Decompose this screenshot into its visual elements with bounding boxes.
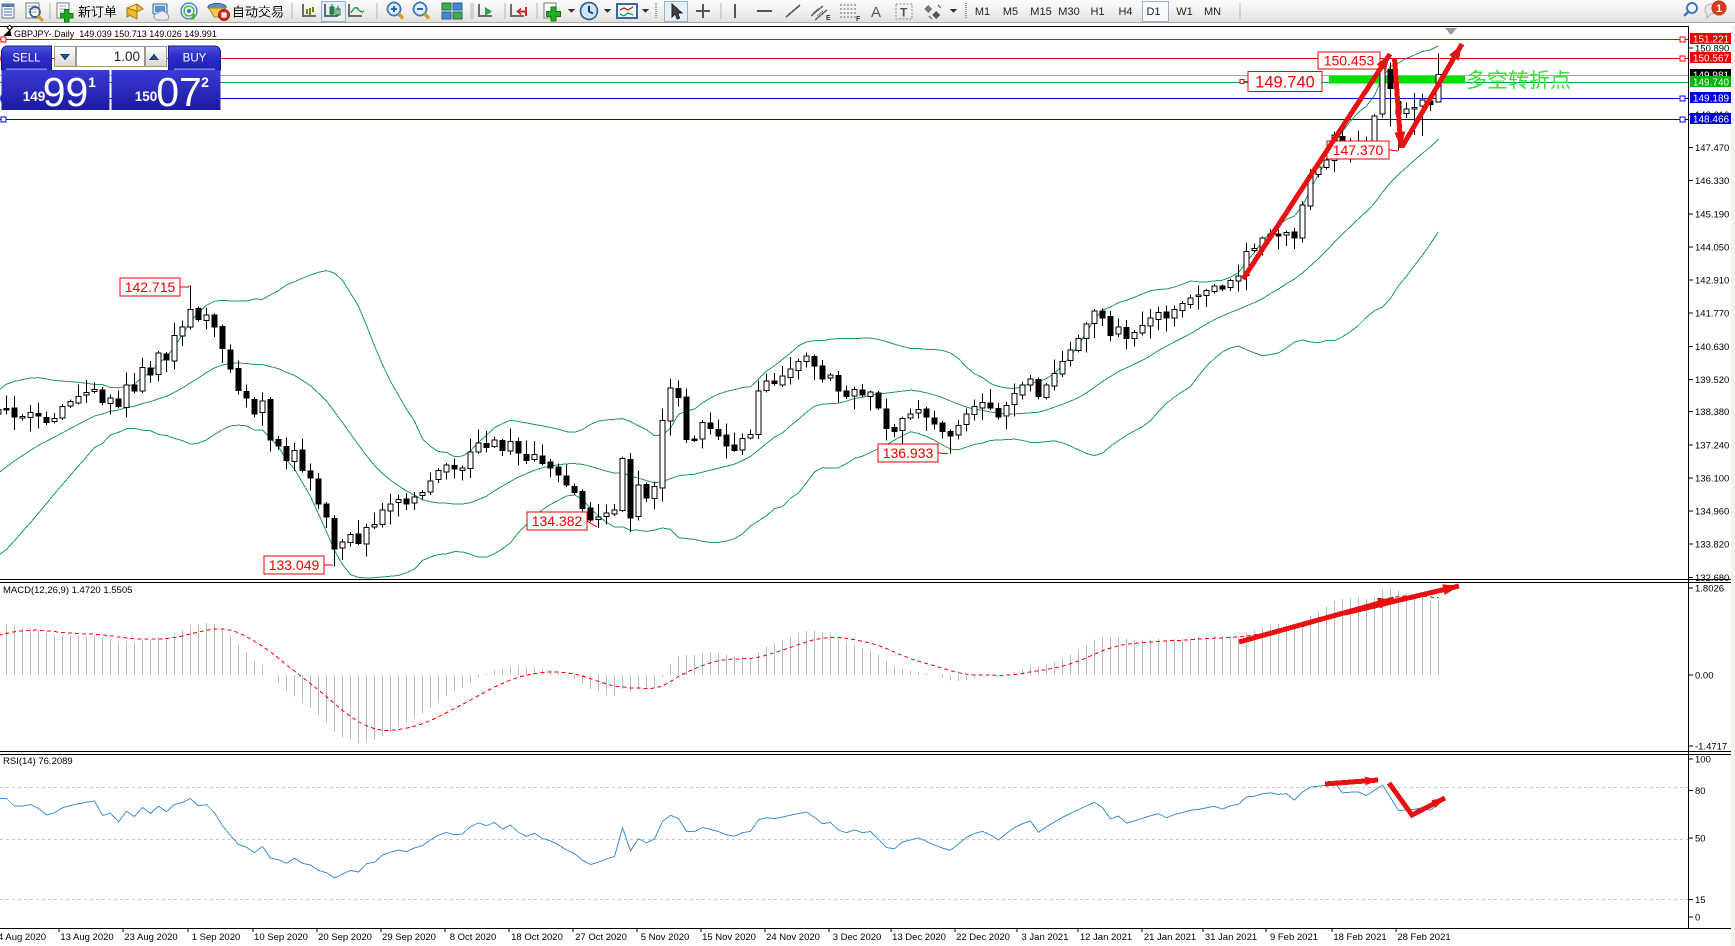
svg-text:4 Aug 2020: 4 Aug 2020 xyxy=(0,932,46,943)
svg-text:138.380: 138.380 xyxy=(1695,407,1729,418)
svg-text:147.370: 147.370 xyxy=(1333,142,1384,158)
svg-text:150.890: 150.890 xyxy=(1695,44,1729,55)
svg-text:9 Feb 2021: 9 Feb 2021 xyxy=(1270,932,1318,943)
svg-text:M5: M5 xyxy=(1003,6,1018,18)
svg-text:132.680: 132.680 xyxy=(1695,573,1729,584)
svg-text:80: 80 xyxy=(1695,786,1706,797)
svg-text:F: F xyxy=(856,16,861,23)
svg-text:18 Feb 2021: 18 Feb 2021 xyxy=(1333,932,1386,943)
svg-text:100: 100 xyxy=(1695,755,1711,766)
svg-text:MACD(12,26,9) 1.4720 1.5505: MACD(12,26,9) 1.4720 1.5505 xyxy=(3,585,132,596)
svg-text:0: 0 xyxy=(1695,913,1700,924)
svg-text:D1: D1 xyxy=(1146,6,1160,18)
svg-text:10 Sep 2020: 10 Sep 2020 xyxy=(254,932,308,943)
svg-text:GBPJPY-.Daily 149.039 150.713: GBPJPY-.Daily 149.039 150.713 149.026 14… xyxy=(14,29,217,39)
svg-text:149.740: 149.740 xyxy=(1255,73,1315,91)
svg-text:A: A xyxy=(871,4,881,21)
svg-text:18 Oct 2020: 18 Oct 2020 xyxy=(511,932,563,943)
svg-text:2: 2 xyxy=(201,74,209,90)
svg-text:23 Aug 2020: 23 Aug 2020 xyxy=(124,932,177,943)
svg-text:1: 1 xyxy=(88,74,96,90)
svg-text:145.190: 145.190 xyxy=(1695,209,1729,220)
svg-text:1.00: 1.00 xyxy=(114,49,140,64)
svg-text:150.567: 150.567 xyxy=(1693,53,1730,64)
svg-text:151.221: 151.221 xyxy=(1693,34,1730,45)
svg-text:29 Sep 2020: 29 Sep 2020 xyxy=(382,932,436,943)
svg-text:149.981: 149.981 xyxy=(1693,70,1730,81)
svg-text:146.330: 146.330 xyxy=(1695,176,1729,187)
svg-text:142.910: 142.910 xyxy=(1695,276,1729,287)
svg-text:15 Nov 2020: 15 Nov 2020 xyxy=(702,932,756,943)
svg-text:SELL: SELL xyxy=(12,53,41,65)
svg-text:28 Feb 2021: 28 Feb 2021 xyxy=(1397,932,1450,943)
svg-text:134.382: 134.382 xyxy=(532,513,583,529)
svg-text:99: 99 xyxy=(43,69,89,115)
svg-text:27 Oct 2020: 27 Oct 2020 xyxy=(575,932,627,943)
svg-text:E: E xyxy=(826,15,831,22)
svg-text:RSI(14) 76.2089: RSI(14) 76.2089 xyxy=(3,756,73,767)
svg-text:149: 149 xyxy=(23,89,46,104)
svg-text:M30: M30 xyxy=(1058,6,1079,18)
svg-text:22 Dec 2020: 22 Dec 2020 xyxy=(956,932,1010,943)
svg-text:-1.4717: -1.4717 xyxy=(1695,742,1727,753)
svg-text:MN: MN xyxy=(1204,6,1221,18)
svg-text:H4: H4 xyxy=(1118,6,1132,18)
svg-text:149.740: 149.740 xyxy=(1693,77,1730,88)
svg-text:141.770: 141.770 xyxy=(1695,309,1729,320)
svg-text:142.715: 142.715 xyxy=(125,279,176,295)
svg-text:8 Oct 2020: 8 Oct 2020 xyxy=(450,932,496,943)
svg-text:W1: W1 xyxy=(1176,6,1193,18)
svg-text:21 Jan 2021: 21 Jan 2021 xyxy=(1144,932,1196,943)
svg-text:1.8026: 1.8026 xyxy=(1695,584,1724,595)
svg-text:13 Aug 2020: 13 Aug 2020 xyxy=(60,932,113,943)
svg-text:0.00: 0.00 xyxy=(1695,671,1714,682)
svg-text:M1: M1 xyxy=(975,6,990,18)
svg-text:13 Dec 2020: 13 Dec 2020 xyxy=(892,932,946,943)
svg-text:T: T xyxy=(900,6,908,20)
svg-text:136.933: 136.933 xyxy=(883,445,934,461)
svg-text:150: 150 xyxy=(135,89,158,104)
svg-text:148.466: 148.466 xyxy=(1693,114,1730,125)
svg-text:H1: H1 xyxy=(1090,6,1104,18)
svg-text:137.240: 137.240 xyxy=(1695,440,1729,451)
svg-text:24 Nov 2020: 24 Nov 2020 xyxy=(766,932,820,943)
svg-text:3 Jan 2021: 3 Jan 2021 xyxy=(1021,932,1068,943)
svg-text:BUY: BUY xyxy=(183,53,207,65)
svg-text:50: 50 xyxy=(1695,834,1706,845)
svg-text:1: 1 xyxy=(1716,3,1722,15)
svg-text:5 Nov 2020: 5 Nov 2020 xyxy=(641,932,690,943)
svg-text:20 Sep 2020: 20 Sep 2020 xyxy=(318,932,372,943)
svg-text:07: 07 xyxy=(156,69,202,115)
svg-text:31 Jan 2021: 31 Jan 2021 xyxy=(1205,932,1257,943)
svg-text:147.470: 147.470 xyxy=(1695,143,1729,154)
svg-text:149.189: 149.189 xyxy=(1693,93,1730,104)
svg-text:133.049: 133.049 xyxy=(269,557,320,573)
svg-text:12 Jan 2021: 12 Jan 2021 xyxy=(1080,932,1132,943)
svg-text:139.520: 139.520 xyxy=(1695,375,1729,386)
svg-text:136.100: 136.100 xyxy=(1695,473,1729,484)
svg-text:150.453: 150.453 xyxy=(1324,53,1375,69)
svg-text:133.820: 133.820 xyxy=(1695,540,1729,551)
svg-text:1 Sep 2020: 1 Sep 2020 xyxy=(192,932,241,943)
svg-text:144.050: 144.050 xyxy=(1695,242,1729,253)
svg-text:134.960: 134.960 xyxy=(1695,507,1729,518)
svg-text:3 Dec 2020: 3 Dec 2020 xyxy=(833,932,882,943)
svg-text:M15: M15 xyxy=(1030,6,1051,18)
svg-text:15: 15 xyxy=(1695,895,1706,906)
svg-text:140.630: 140.630 xyxy=(1695,342,1729,353)
